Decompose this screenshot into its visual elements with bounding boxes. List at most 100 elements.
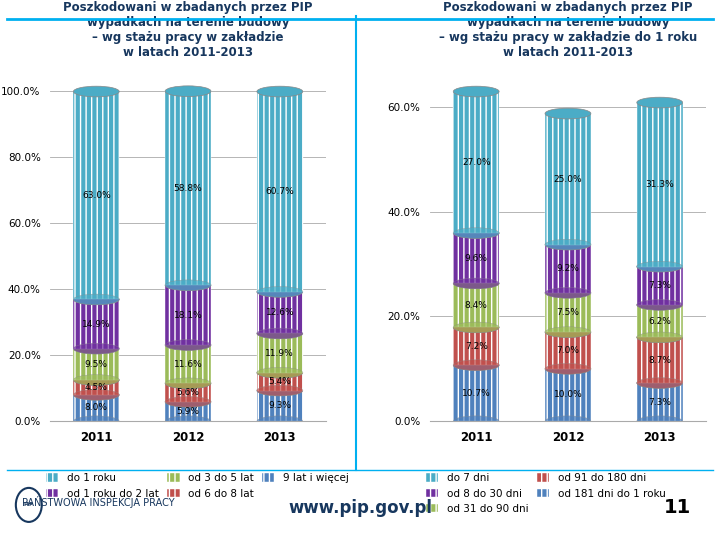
Legend: do 7 dni, od 8 do 30 dni, od 31 do 90 dni, od 91 do 180 dni, od 181 dni do 1 rok: do 7 dni, od 8 do 30 dni, od 31 do 90 dn… (422, 469, 670, 518)
Ellipse shape (454, 360, 499, 370)
Legend: do 1 roku, od 1 roku do 2 lat, od 3 do 5 lat, od 6 do 8 lat, 9 lat i więcej: do 1 roku, od 1 roku do 2 lat, od 3 do 5… (42, 469, 353, 503)
Text: 10.0%: 10.0% (554, 390, 582, 400)
Bar (165, 402, 211, 421)
Text: PAŃSTWOWA INSPEKCJA PRACY: PAŃSTWOWA INSPEKCJA PRACY (22, 496, 174, 508)
Text: 9.5%: 9.5% (85, 360, 108, 369)
Text: 7.5%: 7.5% (557, 308, 580, 317)
Text: 8.0%: 8.0% (85, 403, 108, 413)
Text: 11: 11 (664, 498, 691, 517)
Ellipse shape (636, 332, 683, 343)
Bar (73, 91, 120, 299)
Ellipse shape (545, 287, 591, 298)
Ellipse shape (73, 343, 120, 354)
Text: 7.2%: 7.2% (464, 342, 487, 351)
Text: 5.9%: 5.9% (176, 407, 199, 416)
Bar (257, 91, 302, 292)
Ellipse shape (636, 332, 683, 343)
Ellipse shape (636, 377, 683, 388)
Ellipse shape (257, 287, 302, 297)
Ellipse shape (636, 300, 683, 310)
Ellipse shape (454, 322, 499, 333)
Bar (545, 332, 591, 369)
Ellipse shape (257, 367, 302, 378)
Bar (454, 233, 499, 284)
Text: 18.1%: 18.1% (174, 310, 202, 320)
Ellipse shape (73, 343, 120, 354)
Text: 6.2%: 6.2% (648, 316, 671, 326)
Text: 27.0%: 27.0% (462, 158, 490, 167)
Ellipse shape (73, 294, 120, 305)
Ellipse shape (165, 416, 211, 427)
Ellipse shape (545, 416, 591, 427)
Text: 9.2%: 9.2% (557, 264, 580, 273)
Ellipse shape (454, 360, 499, 370)
Text: 10.7%: 10.7% (462, 389, 490, 397)
Ellipse shape (636, 261, 683, 272)
Text: PIP: PIP (24, 502, 34, 508)
Ellipse shape (545, 363, 591, 374)
Text: 12.6%: 12.6% (266, 308, 294, 317)
Bar (73, 349, 120, 380)
Ellipse shape (545, 287, 591, 298)
Bar (636, 103, 683, 267)
Bar (257, 333, 302, 373)
Ellipse shape (73, 389, 120, 400)
Ellipse shape (636, 300, 683, 310)
Bar (636, 267, 683, 305)
Text: 14.9%: 14.9% (82, 320, 111, 328)
Ellipse shape (165, 340, 211, 350)
Text: 63.0%: 63.0% (82, 191, 111, 200)
Text: 60.7%: 60.7% (266, 187, 294, 196)
Ellipse shape (73, 375, 120, 386)
Ellipse shape (257, 328, 302, 339)
Text: 25.0%: 25.0% (554, 174, 582, 184)
Ellipse shape (545, 327, 591, 338)
Ellipse shape (636, 97, 683, 108)
Text: 11.9%: 11.9% (266, 348, 294, 357)
Ellipse shape (257, 367, 302, 378)
Bar (454, 91, 499, 233)
Ellipse shape (636, 377, 683, 388)
Text: 5.6%: 5.6% (176, 388, 199, 397)
Ellipse shape (165, 378, 211, 389)
Ellipse shape (165, 340, 211, 350)
Ellipse shape (257, 86, 302, 97)
Bar (73, 299, 120, 349)
Bar (545, 245, 591, 293)
Bar (636, 338, 683, 383)
Text: www.pip.gov.pl: www.pip.gov.pl (288, 498, 432, 517)
Text: 9.6%: 9.6% (464, 254, 487, 262)
Text: 5.4%: 5.4% (269, 377, 292, 386)
Ellipse shape (454, 86, 499, 97)
Bar (257, 292, 302, 333)
Bar (636, 305, 683, 338)
Ellipse shape (454, 322, 499, 333)
Ellipse shape (454, 278, 499, 289)
Ellipse shape (454, 416, 499, 427)
Bar (257, 373, 302, 390)
Ellipse shape (257, 416, 302, 427)
Text: 4.5%: 4.5% (85, 383, 108, 392)
Text: 9.3%: 9.3% (269, 401, 292, 410)
Ellipse shape (257, 287, 302, 297)
Ellipse shape (73, 389, 120, 400)
Text: 31.3%: 31.3% (645, 180, 674, 189)
Title: Poszkodowani w zbadanych przez PIP
wypadkach na terenie budowy
– wg stażu pracy : Poszkodowani w zbadanych przez PIP wypad… (63, 2, 312, 59)
Bar (454, 327, 499, 365)
Bar (545, 113, 591, 245)
Ellipse shape (545, 239, 591, 250)
Text: 8.4%: 8.4% (464, 301, 487, 310)
Ellipse shape (73, 416, 120, 427)
Ellipse shape (636, 261, 683, 272)
Text: 7.3%: 7.3% (648, 397, 671, 407)
Ellipse shape (257, 328, 302, 339)
Ellipse shape (545, 363, 591, 374)
Ellipse shape (165, 280, 211, 291)
Ellipse shape (636, 416, 683, 427)
Ellipse shape (165, 378, 211, 389)
Ellipse shape (73, 375, 120, 386)
Title: Poszkodowani w zbadanych przez PIP
wypadkach na terenie budowy
– wg stażu pracy : Poszkodowani w zbadanych przez PIP wypad… (438, 2, 697, 59)
Bar (454, 284, 499, 327)
Ellipse shape (257, 385, 302, 396)
Bar (165, 345, 211, 383)
